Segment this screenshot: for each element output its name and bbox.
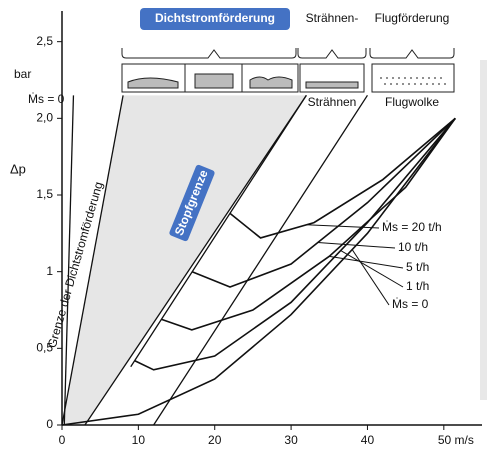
y-tick-label: 2,0	[36, 111, 53, 125]
x-tick-label: 50 m/s	[438, 433, 474, 447]
leader-line	[306, 225, 379, 228]
y-unit: bar	[14, 67, 31, 81]
top-label: Strähnen-	[306, 11, 359, 25]
top-label: Flugförderung	[375, 11, 450, 25]
legend-label: 10 t/h	[398, 240, 428, 254]
header: Dichtstromförderung	[155, 11, 275, 25]
legend-label: Ṁs = 0	[392, 297, 429, 311]
legend-label: 5 t/h	[406, 260, 429, 274]
x-tick-label: 20	[208, 433, 222, 447]
legend-label: Ṁs = 20 t/h	[382, 220, 442, 234]
page: Dichtstromförderung Strähnen- Flugförder…	[0, 0, 487, 449]
brace	[298, 48, 366, 58]
x-tick-label: 30	[284, 433, 298, 447]
x-tick-label: 10	[132, 433, 146, 447]
scan-edge	[480, 60, 487, 400]
pipe-icons	[122, 64, 454, 92]
zero-label: Ṁs = 0	[28, 92, 65, 106]
y-tick-label: 0,5	[36, 341, 53, 355]
y-label: Δp	[10, 161, 26, 176]
y-tick-label: 1	[46, 264, 53, 278]
dense-region	[62, 95, 306, 425]
x-tick-label: 0	[59, 433, 66, 447]
chart: Dichtstromförderung Strähnen- Flugförder…	[0, 0, 487, 449]
regime-label: Flugwolke	[385, 95, 439, 109]
leader-line	[341, 251, 403, 287]
brace	[370, 48, 454, 58]
x-tick-label: 40	[361, 433, 375, 447]
y-tick-label: 1,5	[36, 187, 53, 201]
legend-label: 1 t/h	[406, 279, 429, 293]
y-tick-label: 2,5	[36, 34, 53, 48]
y-tick-label: 0	[46, 417, 53, 431]
regime-label: Strähnen	[308, 95, 357, 109]
leader-line	[352, 250, 389, 305]
brace	[122, 48, 296, 58]
